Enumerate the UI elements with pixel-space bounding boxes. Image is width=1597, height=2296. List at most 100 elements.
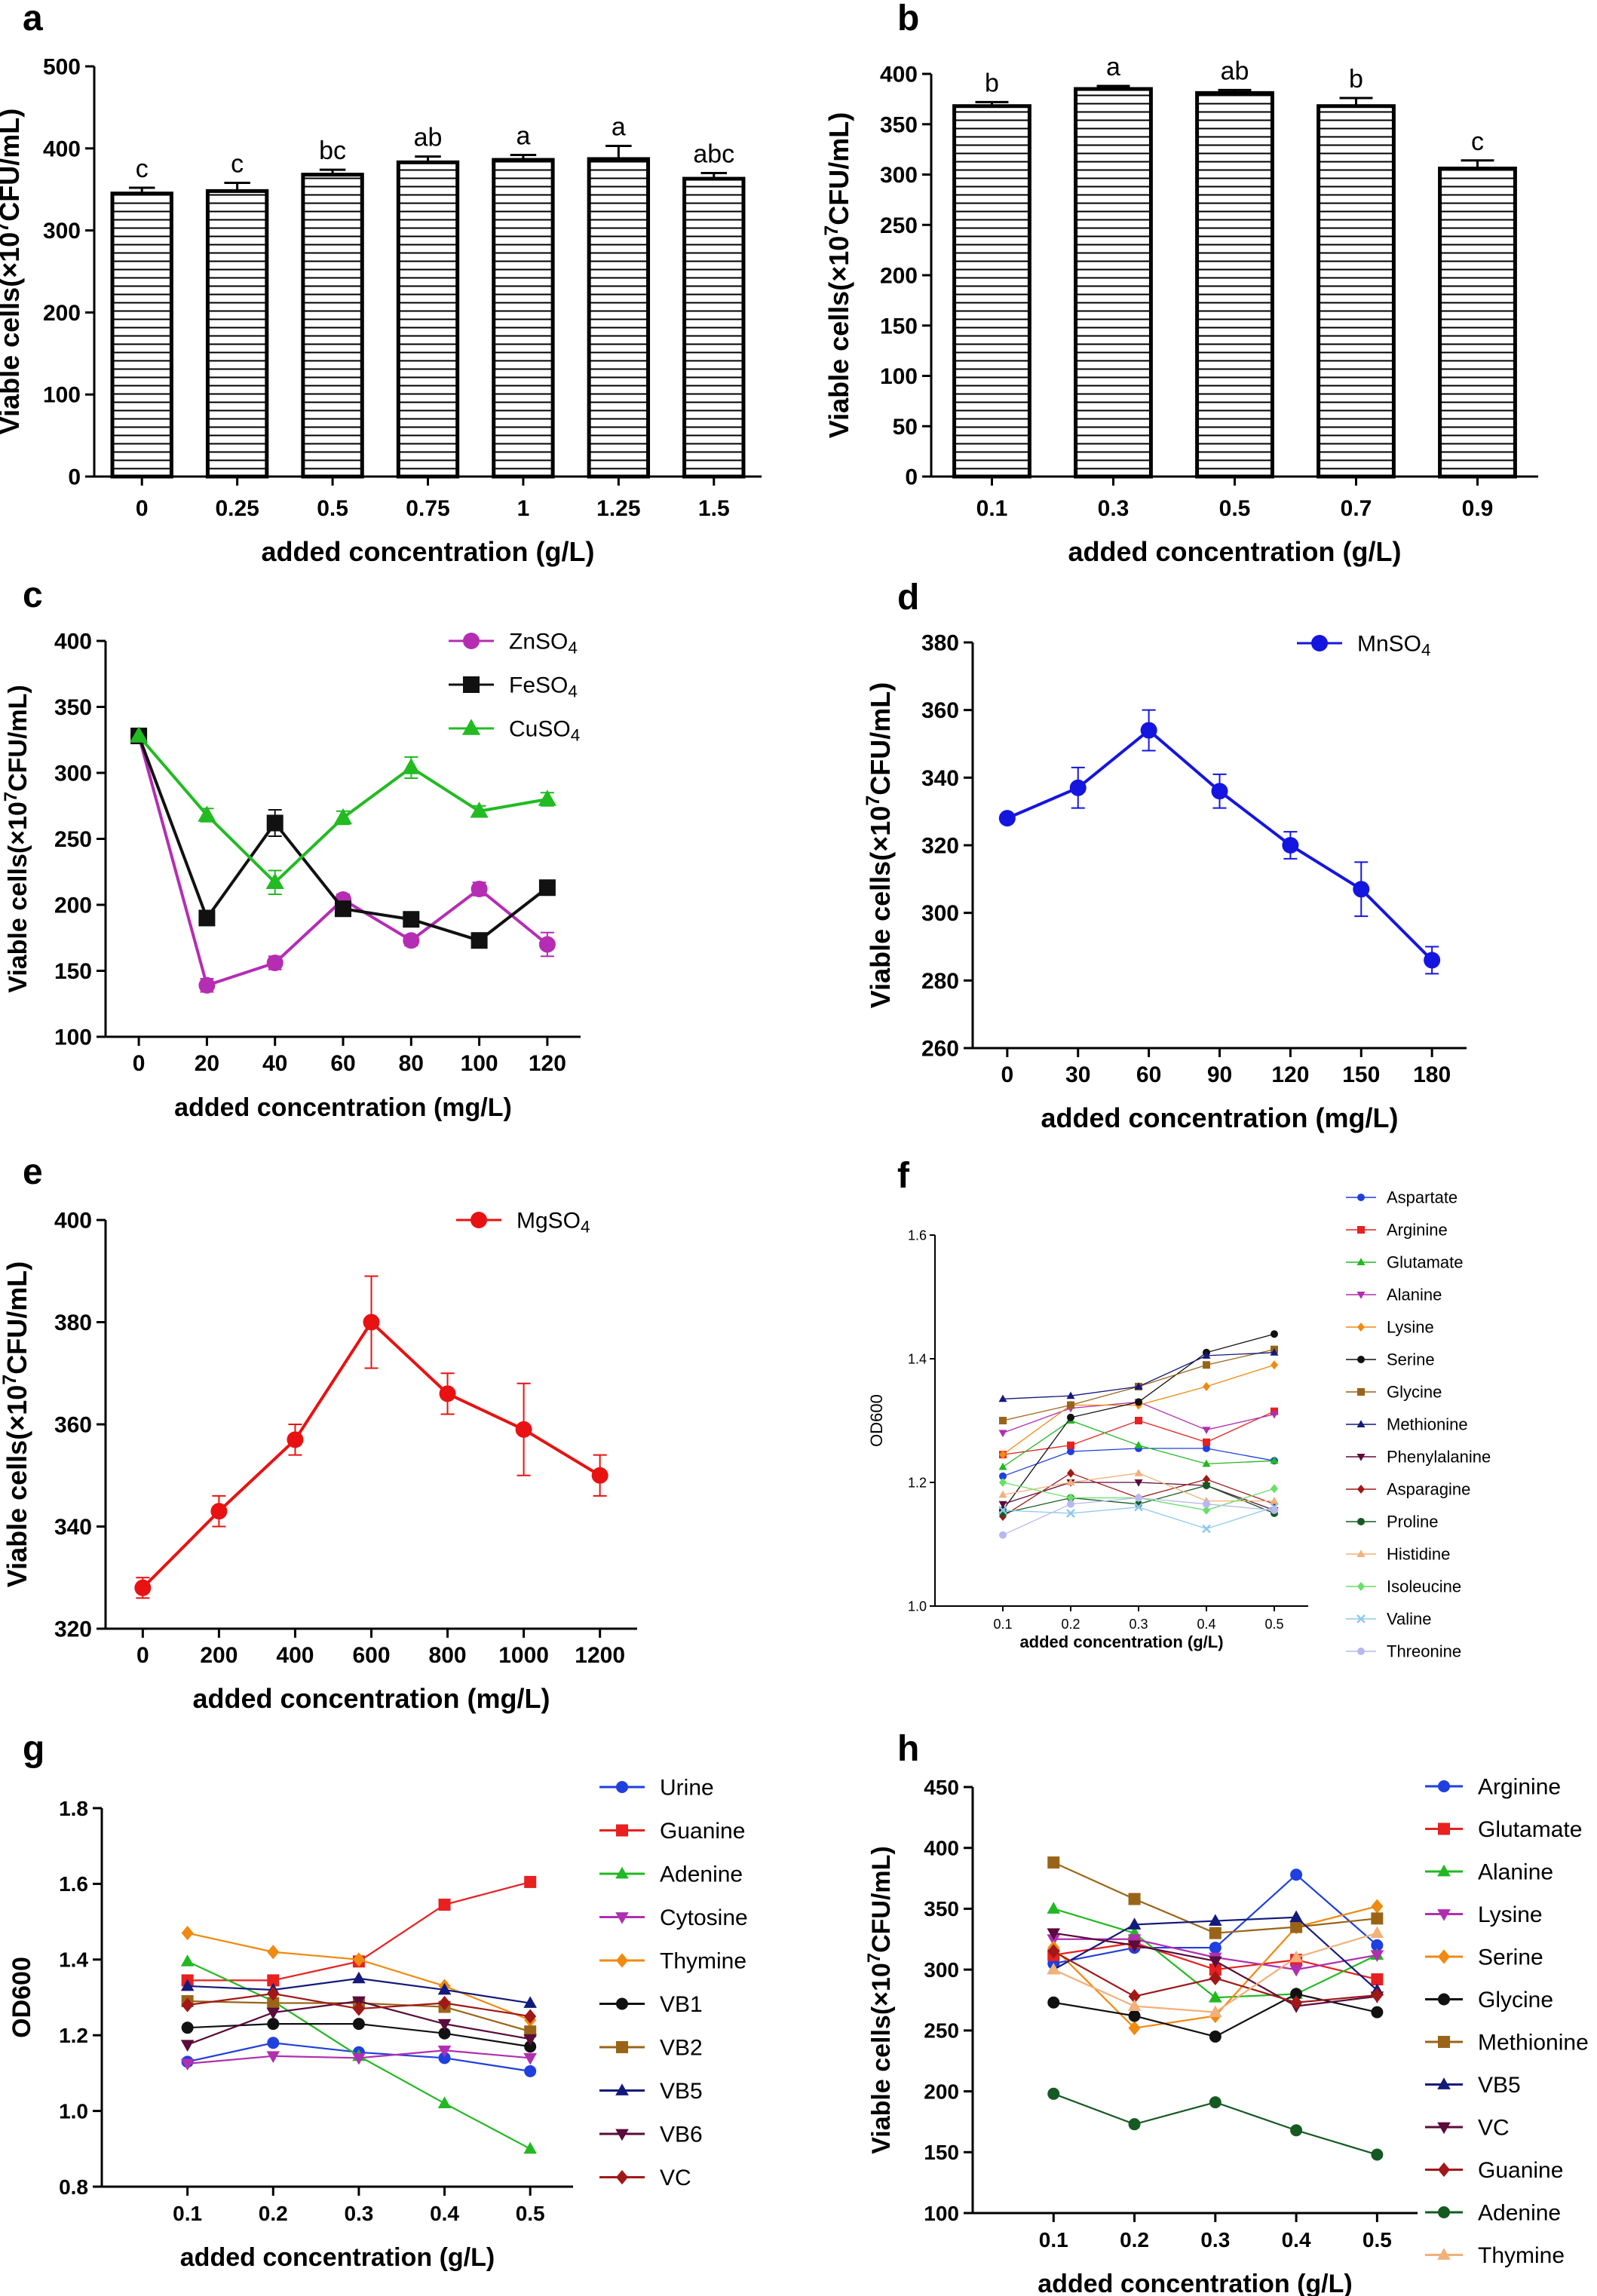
data-point-arginine-h [1209, 1942, 1222, 1954]
legend-label-threonine-f: Threonine [1387, 1642, 1461, 1661]
y-tick-label-h: 250 [924, 2019, 959, 2043]
data-point-methionine-f [1270, 1348, 1279, 1356]
data-point-methionine-f [998, 1394, 1007, 1402]
data-point-vb1-g [352, 2018, 365, 2031]
data-point-histidine-f [1134, 1468, 1143, 1476]
significance-letter-b: b [985, 69, 999, 97]
x-tick-label-h: 0.1 [1039, 2228, 1068, 2252]
y-tick-label-f: 1.6 [908, 1228, 927, 1243]
significance-letter-a: a [612, 113, 626, 142]
legend-marker-mgso4-e [471, 1212, 487, 1228]
legend-label-mgso4-e: MgSO4 [516, 1209, 590, 1237]
data-point-valine-f-b [1202, 1524, 1211, 1534]
data-point-cuso4-c [470, 802, 489, 818]
legend-marker-cytosine-g [615, 1912, 629, 1924]
y-tick-label-b: 200 [880, 264, 918, 289]
x-tick-label-a: 0.25 [215, 496, 259, 521]
data-point-feso4-c [335, 900, 351, 918]
data-point-valine-f-b [998, 1506, 1007, 1515]
y-axis-label-c: Viable cells(×107CFU/mL) [1, 685, 33, 993]
x-tick-label-h: 0.2 [1120, 2228, 1149, 2252]
significance-letter-a: c [231, 149, 244, 178]
data-point-vb5-h [1289, 1910, 1303, 1923]
legend-marker-vb2-g [616, 2041, 628, 2053]
data-point-serine-h [1371, 1899, 1384, 1914]
data-point-lysine-f [999, 1450, 1007, 1460]
bar-b [1317, 104, 1396, 479]
legend-label-methionine-f: Methionine [1387, 1415, 1468, 1434]
data-point-methionine-h [1128, 1893, 1141, 1905]
panel-letter-e: e [23, 1152, 43, 1192]
legend-marker-lysine-f [1357, 1323, 1365, 1332]
x-tick-label-g: 0.5 [516, 2202, 545, 2225]
data-point-vb6-g [523, 2034, 537, 2046]
data-point-cytosine-g [437, 2045, 452, 2058]
legend-marker-threonine-f [1357, 1648, 1365, 1655]
legend-label-thymine-g: Thymine [660, 1949, 746, 1974]
x-tick-label-e: 600 [352, 1643, 390, 1668]
legend-label-methionine-h: Methionine [1478, 2031, 1589, 2055]
x-tick-label-c: 20 [195, 1051, 219, 1076]
y-tick-label-b: 150 [880, 314, 918, 339]
significance-letter-b: c [1471, 127, 1484, 156]
y-tick-label-e: 400 [54, 1209, 92, 1234]
data-point-thymine-g [352, 1952, 365, 1967]
significance-letter-a: c [136, 155, 149, 183]
data-point-valine-f [998, 1506, 1007, 1515]
x-tick-label-d: 60 [1136, 1062, 1161, 1087]
data-point-cytosine-g [180, 2058, 195, 2071]
data-point-methionine-h [1290, 1920, 1303, 1933]
data-point-adenine-g [180, 1954, 195, 1966]
data-point-alanine-f [998, 1430, 1007, 1438]
data-point-znso4-c [403, 932, 420, 949]
data-point-cytosine-g [523, 2052, 537, 2065]
panel-letter-d: d [897, 578, 919, 618]
legend-label-glutamate-f: Glutamate [1387, 1253, 1464, 1272]
legend-label-adenine-h: Adenine [1478, 2201, 1561, 2226]
data-point-cuso4-c [130, 726, 149, 743]
data-point-thymine-g [267, 1945, 280, 1960]
x-axis-label-e: added concentration (mg/L) [192, 1683, 550, 1714]
x-tick-label-e: 400 [276, 1643, 314, 1668]
x-tick-label-d: 180 [1413, 1062, 1451, 1087]
data-point-vc-g [181, 1997, 194, 2012]
data-point-arginine-f [1135, 1417, 1142, 1424]
series-line-mnso4-d [1007, 728, 1433, 961]
panel-letter-f: f [897, 1156, 910, 1196]
legend-label-vc-h: VC [1478, 2116, 1510, 2141]
y-tick-label-h: 300 [924, 1958, 959, 1982]
data-point-lysine-f [1203, 1381, 1210, 1391]
data-point-lysine-h [1047, 1934, 1061, 1946]
y-axis-label-a-group: Viable cells(×107CFU/mL) [0, 109, 25, 435]
data-point-threonine-f [1203, 1500, 1210, 1508]
legend-label-glycine-h: Glycine [1478, 1988, 1553, 2012]
significance-letter-a: abc [693, 139, 734, 168]
data-point-glycine-h [1371, 2006, 1384, 2019]
data-point-thymine-h [1047, 1962, 1061, 1975]
panel-letter-g: g [23, 1729, 44, 1769]
data-point-alanine-h [1047, 1902, 1061, 1914]
data-point-serine-f [1135, 1398, 1142, 1406]
y-tick-label-a: 200 [43, 301, 81, 326]
data-point-mnso4-d [1211, 783, 1228, 800]
data-point-vb6-g [437, 2019, 452, 2031]
data-point-alanine-f [1270, 1411, 1279, 1419]
data-point-vc-g [267, 1986, 280, 2001]
y-axis-label-f: OD600 [867, 1394, 886, 1447]
y-tick-label-a: 500 [43, 55, 81, 80]
x-tick-label-d: 90 [1207, 1062, 1232, 1087]
data-point-mnso4-d [1424, 952, 1441, 969]
x-tick-label-d: 150 [1342, 1062, 1380, 1087]
legend-label-proline-f: Proline [1387, 1513, 1438, 1531]
data-point-methionine-h [1047, 1856, 1060, 1869]
x-tick-label-h: 0.3 [1200, 2228, 1230, 2252]
data-point-thymine-h [1370, 1926, 1384, 1939]
y-tick-label-f: 1.0 [908, 1599, 927, 1614]
legend-label-glycine-f: Glycine [1387, 1383, 1442, 1402]
data-point-glutamate-h [1209, 1963, 1222, 1976]
y-tick-label-e: 340 [54, 1515, 92, 1540]
data-point-znso4-c [538, 936, 556, 953]
y-axis-label-e-group: Viable cells(×107CFU/mL) [0, 1261, 32, 1588]
data-point-feso4-c [538, 879, 556, 897]
x-tick-label-h: 0.5 [1363, 2228, 1392, 2252]
